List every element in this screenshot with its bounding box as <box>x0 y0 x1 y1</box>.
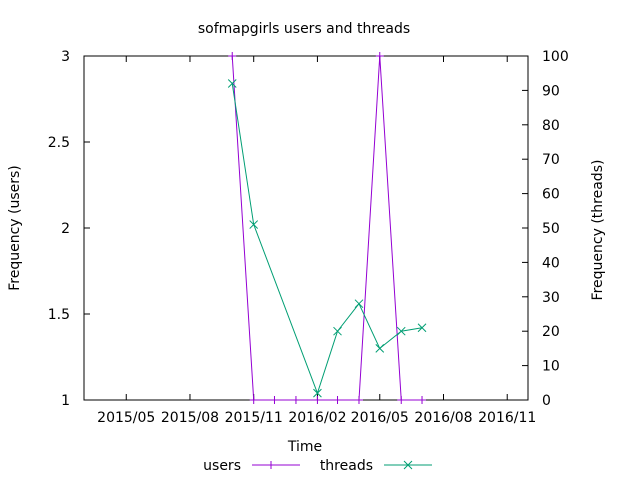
y2-tick-label: 60 <box>542 187 560 203</box>
data-point-threads <box>396 326 406 336</box>
data-point-threads <box>417 323 427 333</box>
data-point-threads <box>333 326 342 336</box>
plot-frame <box>83 55 529 401</box>
y2-axis-label: Frequency (threads) <box>590 160 606 301</box>
legend-label-users: users <box>203 458 241 474</box>
legend-marker-threads <box>403 460 413 470</box>
legend-marker-users <box>267 461 275 469</box>
series-layer <box>227 52 427 404</box>
y2-tick-label: 10 <box>542 359 560 375</box>
x-axis: 2015/05 2015/08 2015/11 2016/02 2016/05 2016/… <box>97 56 536 426</box>
data-point-users <box>313 396 322 404</box>
y2-tick-label: 20 <box>542 324 560 340</box>
legend-label-threads: threads <box>320 458 373 474</box>
y2-tick-label: 90 <box>542 83 560 99</box>
y2-axis: 0 10 20 30 40 50 60 70 80 90 100 <box>522 49 569 409</box>
data-point-users <box>418 396 427 404</box>
data-point-threads <box>313 388 322 398</box>
data-point-threads <box>249 220 259 229</box>
y-tick-label: 2 <box>61 221 70 237</box>
y2-tick-label: 0 <box>542 393 551 409</box>
chart-title: sofmapgirls users and threads <box>198 21 410 37</box>
data-point-users <box>354 396 363 404</box>
y-axis: 1 1.5 2 2.5 3 <box>48 49 90 409</box>
y2-tick-label: 40 <box>542 255 560 271</box>
data-point-users <box>375 52 384 60</box>
data-point-users <box>333 396 342 404</box>
x-axis-label: Time <box>287 439 322 455</box>
y2-tick-label: 50 <box>542 221 560 237</box>
x-tick-label: 2015/08 <box>161 410 219 426</box>
x-tick-label: 2016/08 <box>414 410 472 426</box>
y-tick-label: 3 <box>61 49 70 65</box>
data-point-threads <box>354 299 364 309</box>
x-tick-label: 2016/05 <box>351 410 409 426</box>
x-tick-label: 2015/05 <box>97 410 155 426</box>
y2-tick-label: 80 <box>542 118 560 134</box>
data-point-users <box>228 52 237 60</box>
y2-tick-label: 100 <box>542 49 569 65</box>
data-point-users <box>249 396 258 404</box>
y-axis-label: Frequency (users) <box>7 165 23 291</box>
series-line-users <box>231 55 423 401</box>
y-tick-label: 1 <box>61 393 70 409</box>
x-tick-label: 2015/11 <box>225 410 283 426</box>
y2-tick-label: 70 <box>542 152 560 168</box>
data-point-threads <box>375 344 385 353</box>
y-tick-label: 1.5 <box>48 307 70 323</box>
data-point-threads <box>227 79 237 88</box>
x-tick-label: 2016/11 <box>478 410 536 426</box>
x-tick-label: 2016/02 <box>288 410 346 426</box>
data-point-users <box>291 396 300 404</box>
y-tick-label: 2.5 <box>48 135 70 151</box>
y2-tick-label: 30 <box>542 290 560 306</box>
legend: users threads <box>203 458 432 474</box>
series-line-threads <box>231 83 423 395</box>
data-point-users <box>270 396 279 404</box>
data-point-users <box>397 396 406 404</box>
